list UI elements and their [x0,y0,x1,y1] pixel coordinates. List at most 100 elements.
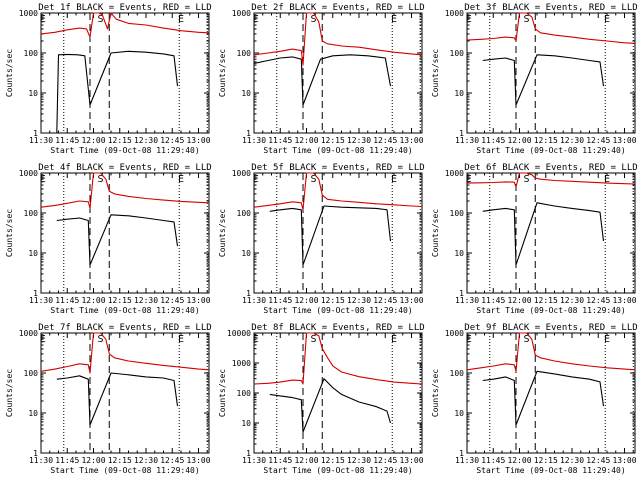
marker-letter: E [40,174,46,185]
events-series-line [482,370,605,426]
x-tick-label: 12:45 [373,296,397,305]
y-axis-label: Counts/sec [431,369,440,417]
events-series-line [269,378,392,433]
events-series-line [269,205,392,266]
marker-letter: S [523,334,529,345]
y-tick-label: 100 [24,369,39,378]
y-tick-label: 100 [450,49,465,58]
x-tick-label: 12:00 [81,456,105,465]
events-series-line [56,372,179,426]
events-series-line [482,202,605,266]
x-tick-label: 12:30 [347,296,371,305]
x-tick-label: 13:00 [186,456,210,465]
marker-letter: S [310,174,316,185]
x-tick-label: 12:45 [373,456,397,465]
plot-frame [253,12,423,134]
lld-series-line [466,12,636,44]
x-axis-label: Start Time (09-Oct-08 11:29:40) [476,466,625,475]
x-tick-label: 11:30 [455,136,479,145]
x-tick-label: 12:00 [507,136,531,145]
x-axis-label: Start Time (09-Oct-08 11:29:40) [263,466,412,475]
x-tick-label: 12:15 [108,296,132,305]
x-tick-label: 11:30 [455,296,479,305]
x-tick-label: 12:15 [534,136,558,145]
chart-title: Det 1f BLACK = Events, RED = LLD [38,3,211,13]
marker-letter: E [466,334,472,345]
y-axis-label: Counts/sec [5,49,14,97]
marker-letter: E [604,334,610,345]
x-axis-label: Start Time (09-Oct-08 11:29:40) [50,466,199,475]
y-tick-label: 100 [237,389,252,398]
x-tick-label: 12:15 [321,136,345,145]
events-series-line [56,214,179,266]
chart-panel-6: Det 6f BLACK = Events, RED = LLD 1 10 100 10… [431,163,638,315]
x-tick-label: 11:45 [55,136,79,145]
marker-letter: S [97,174,103,185]
x-tick-label: 12:00 [81,296,105,305]
y-tick-label: 1 [33,449,38,458]
y-axis-label: Counts/sec [5,209,14,257]
x-tick-label: 11:45 [481,136,505,145]
marker-letter: S [310,334,316,345]
y-tick-label: 1000 [232,359,251,368]
marker-letter: S [97,14,103,25]
y-tick-label: 10 [241,419,251,428]
y-tick-label: 10 [28,249,38,258]
y-tick-label: 100 [237,209,252,218]
y-tick-label: 1000 [232,9,251,18]
chart-title: Det 7f BLACK = Events, RED = LLD [38,323,211,333]
x-tick-label: 11:45 [481,456,505,465]
x-tick-label: 13:00 [399,296,423,305]
y-axis-label: Counts/sec [5,369,14,417]
x-tick-label: 12:00 [507,456,531,465]
y-tick-label: 10 [241,89,251,98]
y-tick-label: 1 [246,449,251,458]
x-tick-label: 11:45 [55,296,79,305]
marker-letter: S [523,174,529,185]
y-axis-label: Counts/sec [218,49,227,97]
marker-letter: E [178,14,184,25]
y-tick-label: 100 [24,209,39,218]
y-axis-label: Counts/sec [218,209,227,257]
x-axis-label: Start Time (09-Oct-08 11:29:40) [476,306,625,315]
x-tick-label: 12:45 [160,296,184,305]
lld-series-line [40,12,210,38]
y-tick-label: 10 [28,89,38,98]
marker-letter: E [253,174,259,185]
x-tick-label: 12:15 [108,456,132,465]
x-tick-label: 11:30 [455,456,479,465]
x-tick-label: 11:45 [268,136,292,145]
y-tick-label: 1000 [19,169,38,178]
marker-letter: E [178,334,184,345]
plot-frame [253,332,423,454]
x-tick-label: 12:15 [321,296,345,305]
y-tick-label: 1 [246,289,251,298]
y-tick-label: 1000 [445,329,464,338]
x-tick-label: 12:00 [507,296,531,305]
x-tick-label: 12:00 [294,296,318,305]
x-tick-label: 12:45 [586,296,610,305]
x-tick-label: 12:45 [160,136,184,145]
chart-panel-8: Det 8f BLACK = Events, RED = LLD 1 10 100 10… [218,323,425,475]
y-axis-label: Counts/sec [431,49,440,97]
x-tick-label: 12:30 [347,456,371,465]
y-tick-label: 1 [33,289,38,298]
lld-series-line [253,172,423,211]
lld-series-line [466,332,636,372]
chart-panel-2: Det 2f BLACK = Events, RED = LLD 1 10 100 10… [218,3,425,155]
chart-panel-9: Det 9f BLACK = Events, RED = LLD 1 10 100 10… [431,323,638,475]
x-axis-label: Start Time (09-Oct-08 11:29:40) [50,146,199,155]
y-tick-label: 10 [454,89,464,98]
x-tick-label: 13:00 [186,136,210,145]
events-series-line [482,54,605,106]
x-tick-label: 11:45 [268,296,292,305]
chart-title: Det 3f BLACK = Events, RED = LLD [464,3,637,13]
x-tick-label: 12:45 [586,136,610,145]
plot-frame [466,12,636,134]
marker-letter: E [178,174,184,185]
y-tick-label: 1 [33,129,38,138]
x-tick-label: 11:30 [242,136,266,145]
x-tick-label: 12:45 [586,456,610,465]
y-tick-label: 1 [459,449,464,458]
